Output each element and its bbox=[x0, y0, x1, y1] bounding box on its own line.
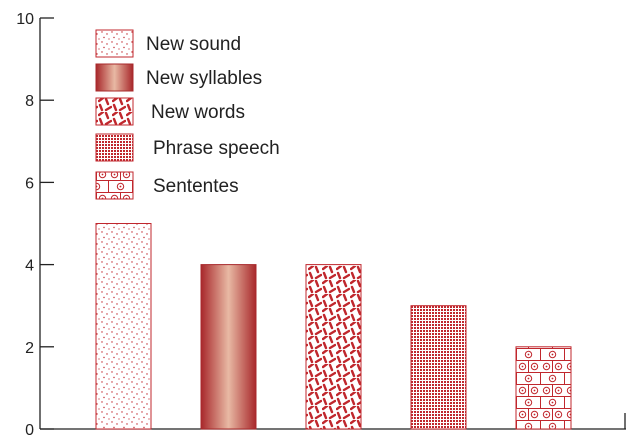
legend-label-new-words: New words bbox=[151, 102, 245, 123]
y-tick-label-8: 8 bbox=[25, 93, 34, 110]
y-tick-label-2: 2 bbox=[25, 340, 34, 357]
bar-phrase-speech bbox=[410, 305, 467, 430]
bar-sententes bbox=[515, 346, 572, 430]
legend-label-phrase-speech: Phrase speech bbox=[153, 138, 280, 159]
bar-new-syllables bbox=[200, 264, 257, 430]
legend-swatch-new-syllables bbox=[95, 63, 134, 92]
bars bbox=[95, 223, 572, 430]
legend-swatch-phrase-speech bbox=[95, 133, 134, 162]
legend-swatch-new-sound bbox=[95, 29, 134, 58]
legend-swatch-sententes bbox=[95, 171, 134, 200]
legend-swatch-new-words bbox=[95, 97, 134, 126]
legend-label-sententes: Sententes bbox=[153, 176, 239, 197]
y-axis: 0 2 4 6 8 10 bbox=[16, 11, 54, 437]
legend: New sound New syllables New words Phrase sp… bbox=[95, 29, 280, 200]
legend-label-new-syllables: New syllables bbox=[146, 68, 262, 89]
bar-new-sound bbox=[95, 223, 152, 430]
y-tick-label-6: 6 bbox=[25, 175, 34, 192]
y-tick-label-4: 4 bbox=[25, 258, 34, 275]
y-tick-label-0: 0 bbox=[25, 422, 34, 437]
bar-new-words bbox=[305, 264, 362, 430]
y-tick-label-10: 10 bbox=[16, 11, 34, 28]
legend-label-new-sound: New sound bbox=[146, 34, 241, 55]
